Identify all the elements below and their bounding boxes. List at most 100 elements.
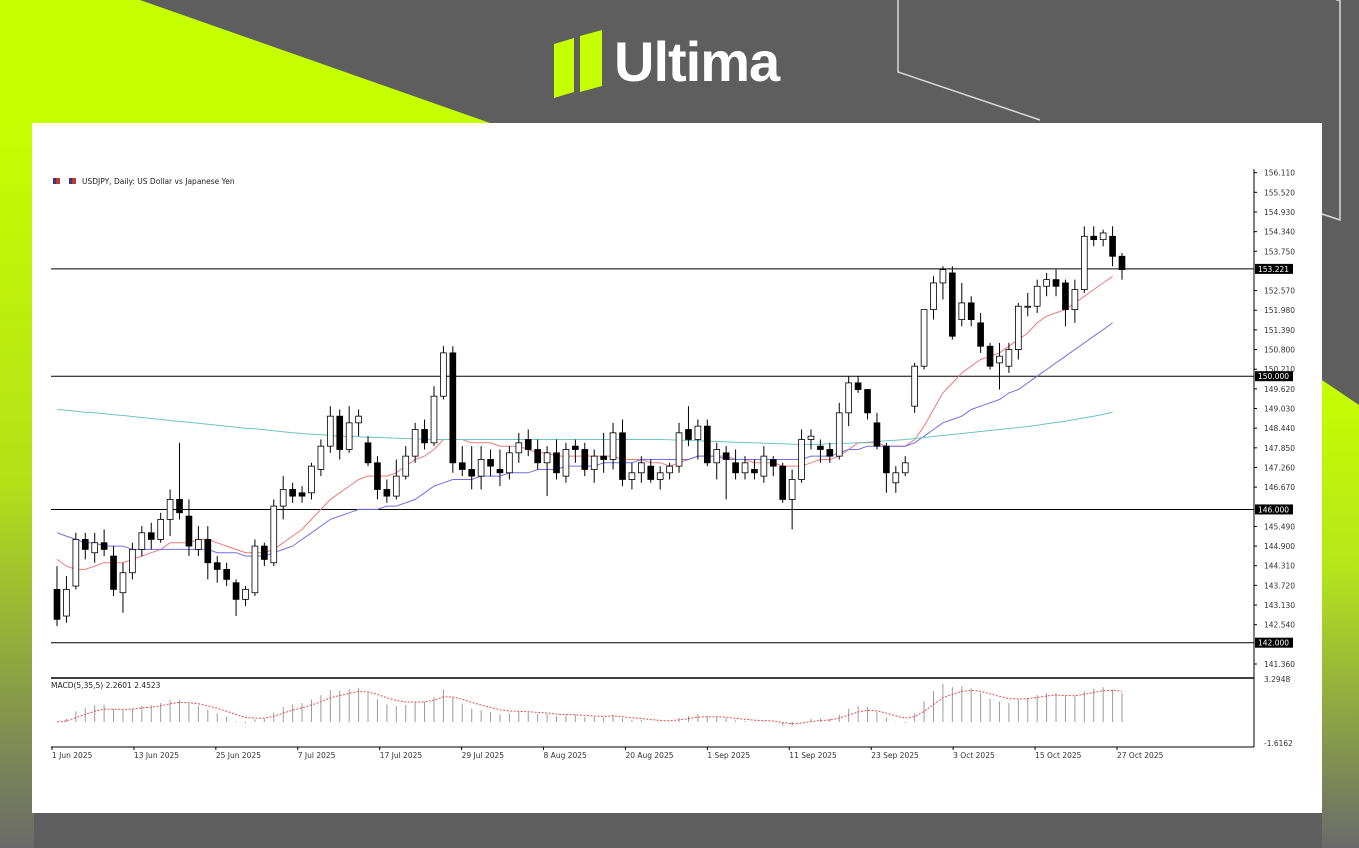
y-tick-label: 147.850 (1264, 444, 1295, 453)
bullish-candle (892, 472, 900, 484)
bullish-candle (317, 445, 325, 470)
bullish-candle (656, 472, 664, 480)
lime-accent-right (1322, 380, 1359, 848)
bullish-candle (63, 588, 70, 617)
bullish-candle (1099, 232, 1107, 241)
moving-average-line (56, 409, 1113, 445)
bearish-candle (1109, 235, 1116, 257)
y-tick-label: 142.540 (1264, 621, 1295, 630)
bullish-candle (270, 505, 278, 564)
bearish-candle (383, 489, 391, 497)
bearish-candle (1118, 255, 1126, 271)
bullish-candle (1033, 285, 1041, 307)
macd-tick-label: 3.2948 (1264, 675, 1290, 684)
bullish-candle (279, 489, 287, 507)
y-tick-label: 148.440 (1264, 424, 1295, 433)
bullish-candle (675, 432, 683, 467)
bullish-candle (195, 539, 202, 550)
y-tick-label: 143.720 (1264, 581, 1295, 590)
bullish-candle (807, 435, 815, 440)
y-tick-label: 153.750 (1264, 247, 1295, 256)
x-tick-label: 15 Oct 2025 (1035, 751, 1082, 760)
bearish-candle (949, 272, 956, 337)
price-level-badge (1255, 263, 1293, 274)
y-tick-label: 143.130 (1264, 601, 1295, 610)
bullish-candle (1080, 235, 1088, 290)
y-tick-label: 150.800 (1264, 346, 1295, 355)
bullish-candle (760, 455, 768, 477)
bullish-candle (326, 415, 334, 447)
bearish-candle (458, 462, 466, 470)
bullish-candle (638, 462, 645, 474)
bullish-candle (1071, 289, 1079, 310)
bullish-candle (515, 442, 523, 454)
bullish-candle (166, 499, 174, 520)
x-tick-label: 23 Sep 2025 (871, 751, 919, 760)
bearish-candle (496, 469, 504, 474)
outline-decoration (897, 0, 1041, 121)
bullish-candle (157, 519, 164, 540)
bearish-candle (779, 465, 787, 500)
chart-title: USDJPY, Daily: US Dollar vs Japanese Yen (82, 177, 235, 186)
bearish-candle (421, 429, 428, 444)
bearish-candle (685, 429, 692, 440)
bullish-candle (138, 532, 146, 550)
bearish-candle (81, 539, 89, 550)
bullish-candle (930, 282, 937, 310)
price-level-label: 142.000 (1258, 639, 1289, 648)
y-tick-label: 144.900 (1264, 542, 1295, 551)
y-tick-label: 154.340 (1264, 228, 1295, 237)
symbol-flag-icon-red (56, 178, 60, 184)
bearish-candle (336, 415, 344, 450)
bullish-candle (251, 545, 259, 594)
macd-label: MACD(5,35,5) 2.2601 2.4523 (51, 681, 161, 690)
bullish-candle (308, 465, 315, 494)
y-tick-label: 141.360 (1264, 660, 1295, 669)
bearish-candle (854, 382, 862, 390)
bearish-candle (1052, 279, 1060, 287)
y-tick-label: 146.670 (1264, 483, 1295, 492)
bullish-candle (609, 432, 617, 460)
chart-header: USDJPY, Daily: US Dollar vs Japanese Yen (53, 177, 235, 186)
x-tick-label: 11 Sep 2025 (789, 751, 837, 760)
bullish-candle (835, 412, 843, 457)
bullish-candle (477, 459, 485, 477)
bearish-candle (176, 499, 183, 514)
bullish-candle (798, 439, 805, 480)
bearish-candle (986, 345, 994, 367)
bullish-candle (694, 425, 702, 440)
bearish-candle (110, 555, 117, 590)
bullish-candle (543, 452, 551, 464)
price-level-badge (1255, 637, 1293, 648)
bullish-candle (506, 452, 513, 474)
y-tick-label: 147.260 (1264, 463, 1295, 472)
bearish-candle (374, 462, 381, 490)
chart-panel: USDJPY, Daily: US Dollar vs Japanese Yen… (32, 123, 1322, 813)
bullish-candle (1005, 349, 1013, 367)
brand-name: Ultima (614, 30, 780, 93)
y-tick-label: 151.390 (1264, 326, 1295, 335)
bullish-candle (242, 588, 249, 600)
candlestick-chart: USDJPY, Daily: US Dollar vs Japanese Yen… (51, 169, 1295, 760)
bearish-candle (524, 439, 532, 450)
bearish-candle (572, 445, 579, 450)
bearish-candle (298, 492, 306, 497)
bearish-candle (873, 422, 881, 447)
bullish-candle (440, 352, 447, 397)
price-level-label: 146.000 (1258, 505, 1289, 514)
bearish-candle (185, 515, 193, 547)
x-axis: 1 Jun 2025 13 Jun 2025 25 Jun 2025 7 Jul 20… (51, 747, 1164, 760)
bearish-candle (553, 452, 560, 474)
bearish-candle (883, 445, 890, 474)
x-tick-label: 3 Oct 2025 (953, 751, 995, 760)
x-tick-label: 1 Sep 2025 (707, 751, 750, 760)
bearish-candle (1062, 282, 1069, 310)
bearish-candle (232, 582, 240, 600)
bearish-candle (647, 465, 655, 480)
bearish-candle (223, 569, 230, 580)
bearish-candle (977, 322, 984, 347)
bearish-candle (826, 449, 834, 457)
bearish-candle (722, 452, 730, 460)
price-level-label: 150.000 (1258, 372, 1289, 381)
bearish-candle (53, 588, 61, 620)
